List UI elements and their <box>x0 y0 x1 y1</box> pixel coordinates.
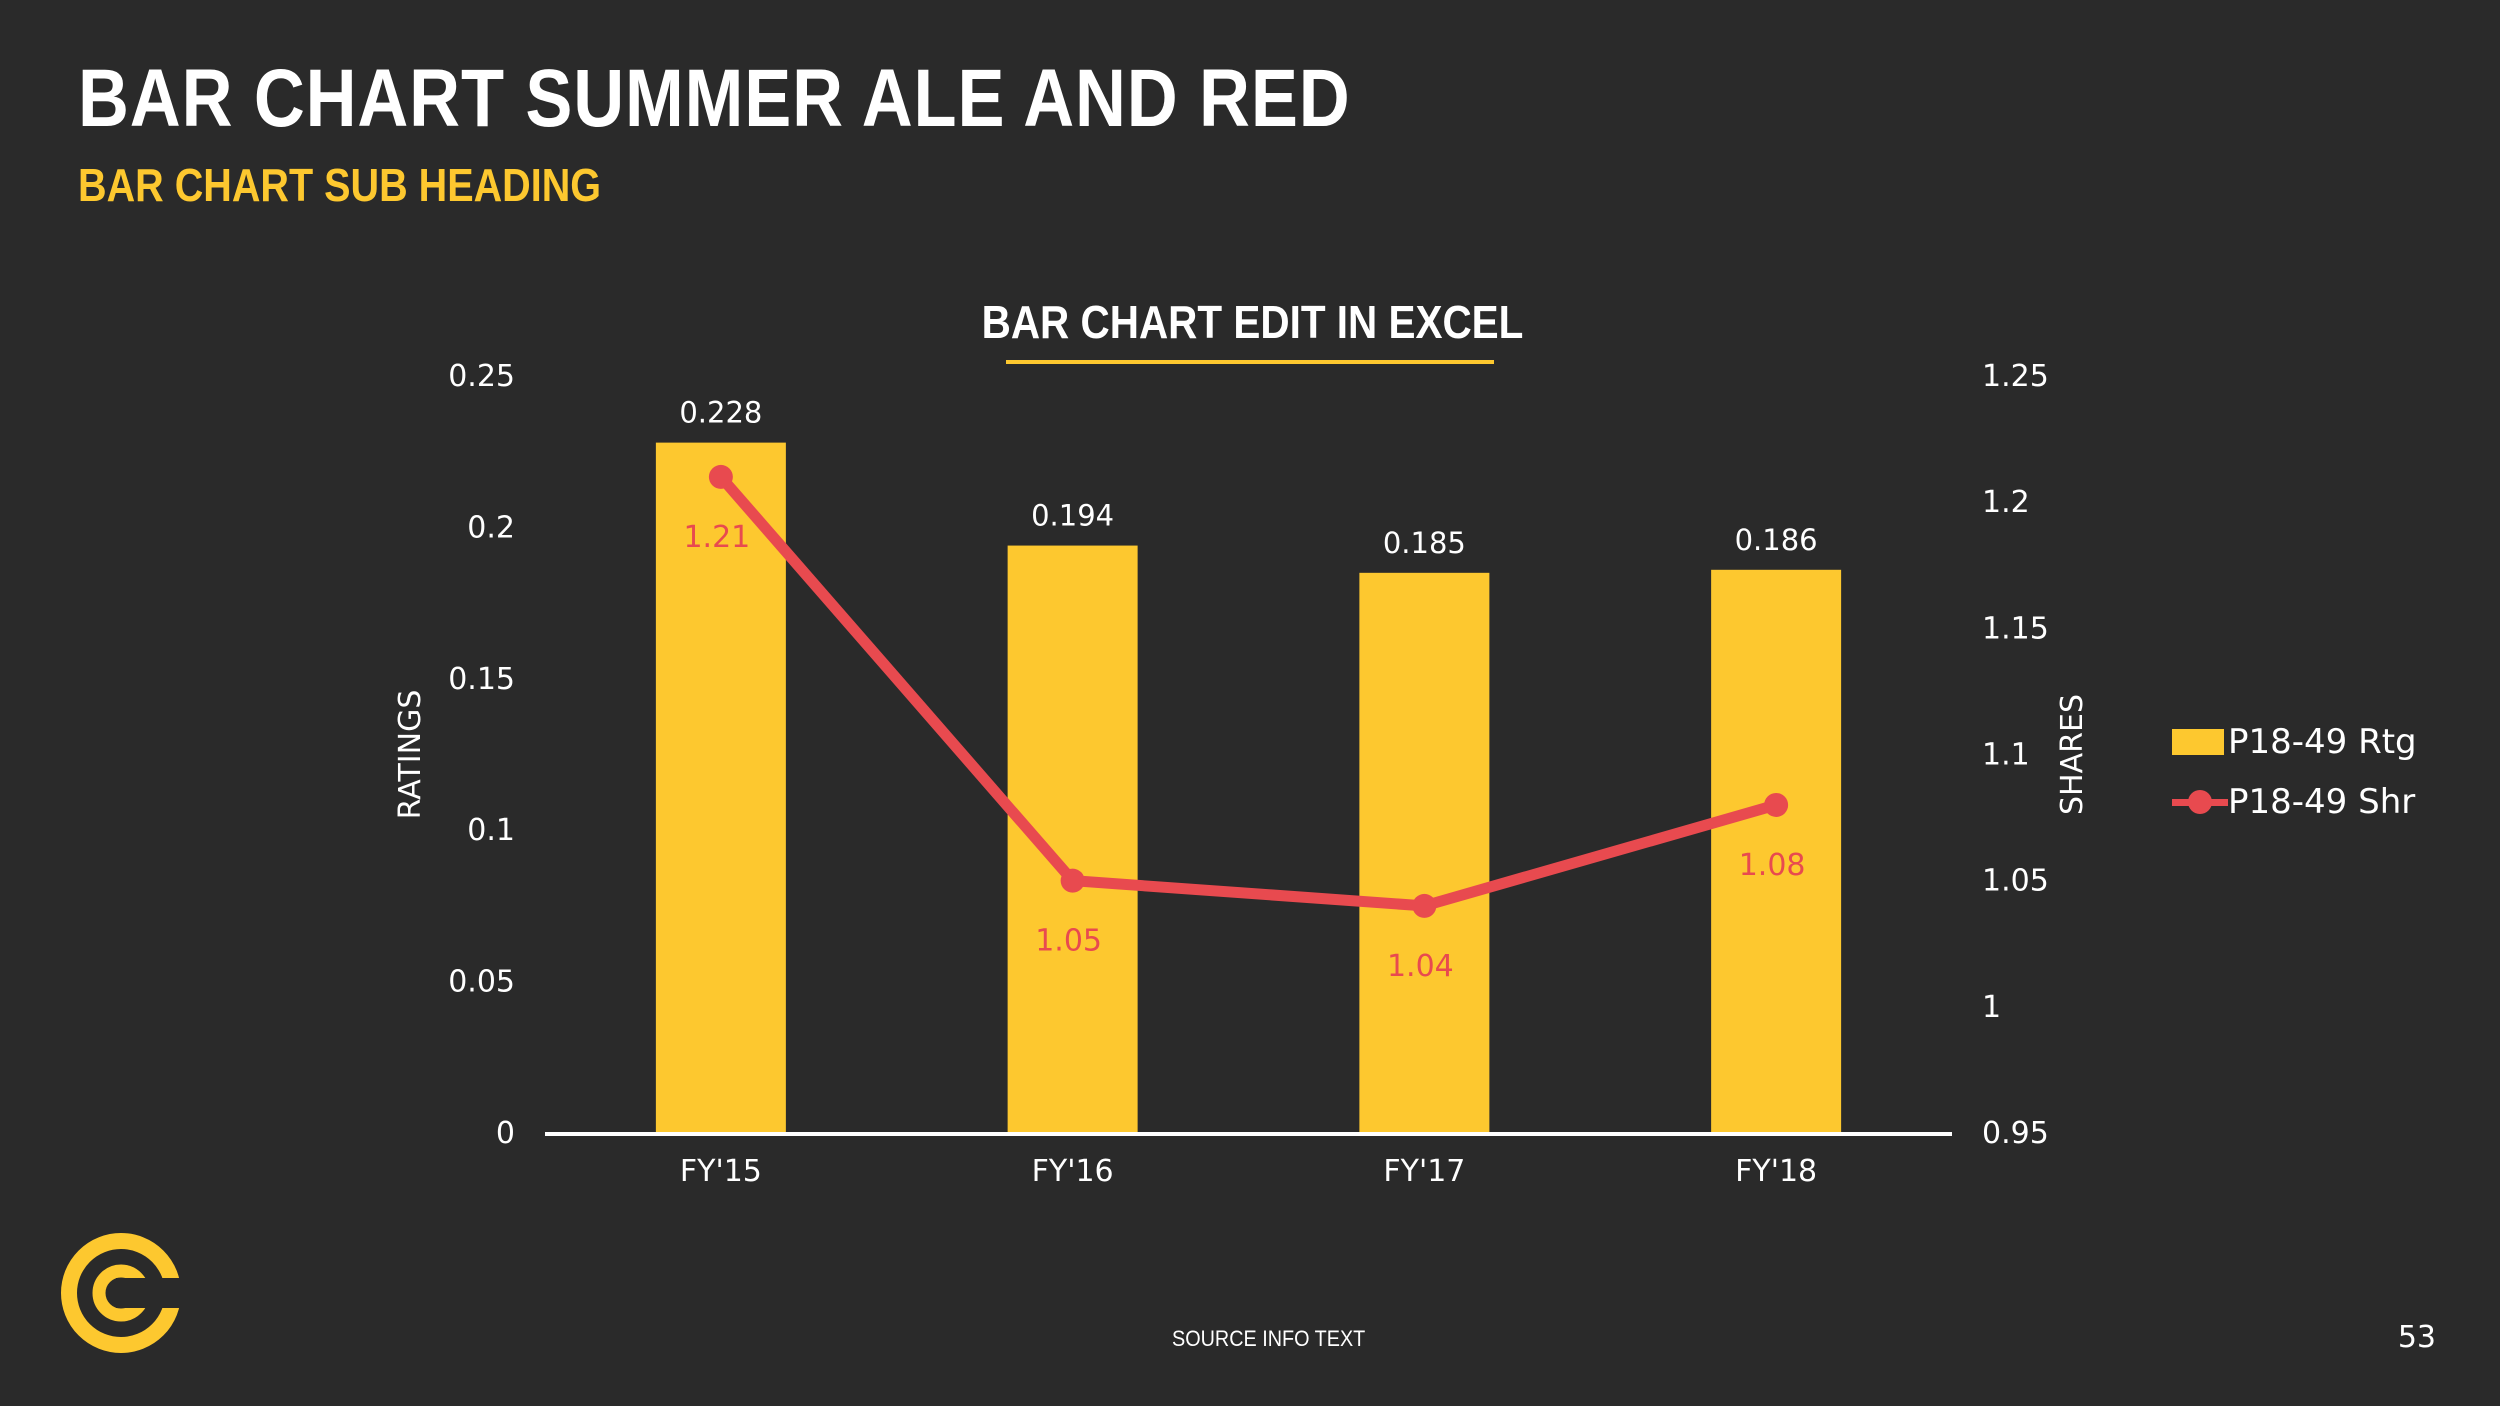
legend-line-swatch <box>2172 789 2228 815</box>
x-tick-label: FY'16 <box>1032 1154 1114 1189</box>
x-tick-label: FY'17 <box>1383 1154 1465 1189</box>
chart-legend: P18-49 Rtg P18-49 Shr <box>2172 712 2417 832</box>
bar-data-label: 0.194 <box>1031 499 1114 533</box>
line-point <box>1764 792 1789 817</box>
y-tick-label: 0 <box>496 1116 515 1151</box>
y2-tick-label: 1 <box>1982 990 2001 1025</box>
bar-data-label: 0.186 <box>1735 523 1818 557</box>
bar-data-label: 0.185 <box>1383 526 1466 560</box>
legend-label-bar-series: P18-49 Rtg <box>2228 722 2417 762</box>
line-point <box>1060 868 1085 893</box>
line-series <box>715 471 1782 912</box>
legend-bar-swatch <box>2172 729 2224 755</box>
y2-tick-label: 1.1 <box>1982 738 2030 773</box>
x-tick-label: FY'15 <box>680 1154 762 1189</box>
y2-tick-label: 1.2 <box>1982 485 2030 520</box>
line-data-label: 1.04 <box>1387 949 1454 984</box>
bar <box>1007 545 1138 1133</box>
line-data-label: 1.05 <box>1035 924 1102 959</box>
legend-label-line-series: P18-49 Shr <box>2228 782 2416 822</box>
bar-data-label: 0.228 <box>679 396 762 430</box>
x-tick-label: FY'18 <box>1735 1154 1817 1189</box>
page-title: BAR CHART SUMMER ALE AND RED <box>78 53 1351 144</box>
y2-axis-title: SHARES <box>2055 694 2090 815</box>
y2-tick-label: 1.25 <box>1982 359 2049 394</box>
y2-tick-label: 1.05 <box>1982 864 2049 899</box>
y-tick-label: 0.1 <box>467 813 515 848</box>
bar <box>1711 569 1842 1133</box>
page-number: 53 <box>2397 1320 2436 1355</box>
bar <box>1359 572 1490 1133</box>
chart-title: BAR CHART EDIT IN EXCEL <box>982 298 1524 349</box>
source-info: SOURCE INFO TEXT <box>1172 1326 1366 1351</box>
line-data-label: 1.21 <box>683 520 750 555</box>
bar <box>655 442 786 1134</box>
brand-logo-icon <box>61 1233 184 1353</box>
y-tick-label: 0.05 <box>448 965 515 1000</box>
page-subtitle: BAR CHART SUB HEADING <box>78 159 602 211</box>
y-axis-title: RATINGS <box>393 690 428 820</box>
y2-tick-label: 0.95 <box>1982 1116 2049 1151</box>
y-tick-label: 0.25 <box>448 359 515 394</box>
legend-item-bar-series: P18-49 Rtg <box>2172 712 2417 772</box>
line-data-label: 1.08 <box>1739 848 1806 883</box>
y-tick-label: 0.15 <box>448 662 515 697</box>
line-point <box>1412 893 1437 918</box>
y-tick-label: 0.2 <box>467 510 515 545</box>
legend-item-line-series: P18-49 Shr <box>2172 772 2417 832</box>
line-point <box>708 464 733 489</box>
y2-tick-label: 1.15 <box>1982 611 2049 646</box>
